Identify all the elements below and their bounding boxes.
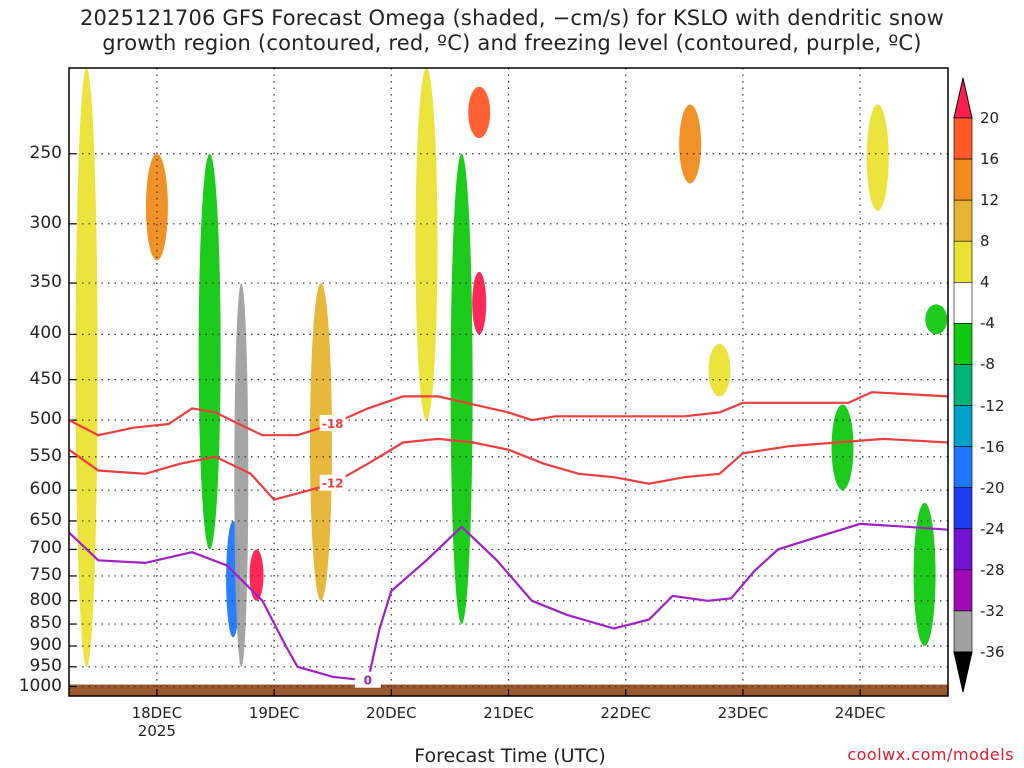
colorbar-swatch-6 [954, 323, 972, 364]
omega-feature-9 [472, 272, 486, 334]
x-tick-date: 21DEC [469, 704, 549, 722]
omega-feature-12 [708, 344, 730, 396]
colorbar-label: 16 [980, 150, 999, 168]
x-tick-label: 21DEC [469, 704, 549, 722]
colorbar-swatch-5 [954, 282, 972, 323]
omega-feature-13 [832, 404, 854, 490]
x-tick-year: 2025 [117, 722, 197, 740]
x-tick-label: 19DEC [234, 704, 314, 722]
omega-feature-5 [250, 549, 264, 600]
y-tick-label: 350 [0, 272, 62, 292]
colorbar-label: -32 [980, 602, 1005, 620]
y-tick-label: 500 [0, 409, 62, 429]
colorbar-bottom-arrow [954, 652, 972, 692]
y-tick-label: 300 [0, 213, 62, 233]
omega-feature-15 [914, 503, 936, 646]
y-tick-label: 450 [0, 369, 62, 389]
y-tick-label: 750 [0, 565, 62, 585]
omega-feature-16 [925, 304, 947, 334]
colorbar-swatch-2 [954, 159, 972, 200]
y-tick-label: 950 [0, 656, 62, 676]
colorbar-swatch-10 [954, 488, 972, 529]
colorbar-top-arrow [954, 78, 972, 118]
colorbar-swatch-13 [954, 611, 972, 652]
x-tick-date: 22DEC [586, 704, 666, 722]
omega-feature-11 [679, 105, 701, 184]
x-tick-date: 18DEC [117, 704, 197, 722]
y-tick-label: 650 [0, 510, 62, 530]
x-tick-label: 24DEC [820, 704, 900, 722]
colorbar-label: -28 [980, 561, 1005, 579]
colorbar-swatch-7 [954, 364, 972, 405]
colorbar-swatch-9 [954, 447, 972, 488]
colorbar-label: -16 [980, 438, 1005, 456]
x-tick-date: 19DEC [234, 704, 314, 722]
colorbar-swatch-1 [954, 118, 972, 159]
credit-link[interactable]: coolwx.com/models [847, 745, 1014, 764]
colorbar-label: 20 [980, 109, 999, 127]
omega-feature-4 [234, 283, 248, 667]
omega-feature-6 [310, 283, 332, 601]
y-tick-label: 850 [0, 613, 62, 633]
omega-feature-10 [468, 87, 490, 138]
y-tick-label: 900 [0, 635, 62, 655]
contour-label-0: 0 [364, 674, 372, 688]
omega-feature-7 [415, 68, 437, 420]
colorbar-label: -4 [980, 314, 995, 332]
omega-feature-0 [76, 68, 98, 667]
colorbar-swatch-3 [954, 200, 972, 241]
contour-label--12: -12 [322, 477, 344, 491]
y-tick-label: 800 [0, 590, 62, 610]
colorbar-swatch-8 [954, 406, 972, 447]
colorbar-swatch-12 [954, 570, 972, 611]
y-tick-label: 700 [0, 538, 62, 558]
y-tick-label: 250 [0, 143, 62, 163]
colorbar [954, 78, 972, 692]
y-tick-label: 1000 [0, 676, 62, 696]
colorbar-label: 12 [980, 191, 999, 209]
colorbar-label: -8 [980, 355, 995, 373]
y-tick-label: 600 [0, 479, 62, 499]
x-tick-label: 18DEC 2025 [117, 704, 197, 740]
x-tick-label: 23DEC [703, 704, 783, 722]
colorbar-label: -24 [980, 520, 1005, 538]
colorbar-swatch-11 [954, 529, 972, 570]
x-tick-date: 24DEC [820, 704, 900, 722]
x-tick-label: 20DEC [351, 704, 431, 722]
y-tick-label: 550 [0, 446, 62, 466]
colorbar-label: 8 [980, 232, 990, 250]
colorbar-label: -36 [980, 643, 1005, 661]
colorbar-label: 4 [980, 273, 990, 291]
x-tick-label: 22DEC [586, 704, 666, 722]
x-tick-date: 20DEC [351, 704, 431, 722]
contour-label--18: -18 [322, 417, 344, 431]
colorbar-swatch-4 [954, 241, 972, 282]
x-tick-date: 23DEC [703, 704, 783, 722]
y-tick-label: 400 [0, 323, 62, 343]
colorbar-label: -20 [980, 479, 1005, 497]
omega-feature-2 [199, 154, 221, 550]
colorbar-label: -12 [980, 397, 1005, 415]
omega-feature-14 [867, 105, 889, 211]
x-axis-title: Forecast Time (UTC) [360, 745, 660, 767]
